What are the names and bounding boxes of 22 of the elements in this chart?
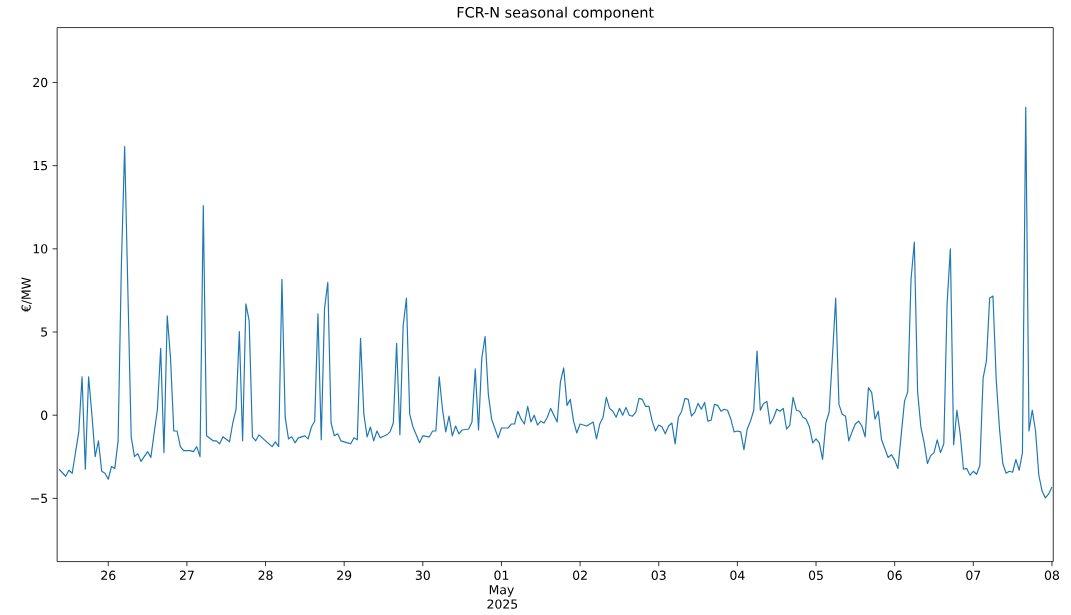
x-tick-label: 07 bbox=[966, 570, 981, 581]
x-tick-label: 05 bbox=[808, 570, 823, 581]
y-tick-label: −5 bbox=[31, 493, 48, 504]
x-tick-label: 29 bbox=[337, 570, 352, 581]
x-tick-label: 02 bbox=[573, 570, 587, 581]
x-tick-label: 28 bbox=[258, 570, 273, 581]
x-tick-label: 04 bbox=[730, 570, 745, 581]
x-tick-label: 06 bbox=[887, 570, 902, 581]
x-tick-label: 27 bbox=[179, 570, 194, 580]
x-tick-label: 08 bbox=[1044, 570, 1059, 581]
y-axis-title: €/MW bbox=[21, 277, 32, 313]
chart-title: FCR-N seasonal component bbox=[457, 6, 654, 21]
x-tick-label: 30 bbox=[415, 570, 430, 581]
x-tick-label: 26 bbox=[101, 570, 116, 581]
y-tick-label: 0 bbox=[41, 410, 48, 420]
line-series bbox=[58, 106, 1053, 499]
x-tick-label: 01 May 2025 bbox=[487, 570, 518, 609]
y-tick-label: 10 bbox=[33, 244, 48, 254]
y-tick-label: 15 bbox=[33, 161, 48, 171]
y-tick-label: 20 bbox=[33, 77, 48, 88]
y-tick-label: 5 bbox=[41, 327, 48, 337]
x-tick-label: 03 bbox=[651, 570, 666, 581]
